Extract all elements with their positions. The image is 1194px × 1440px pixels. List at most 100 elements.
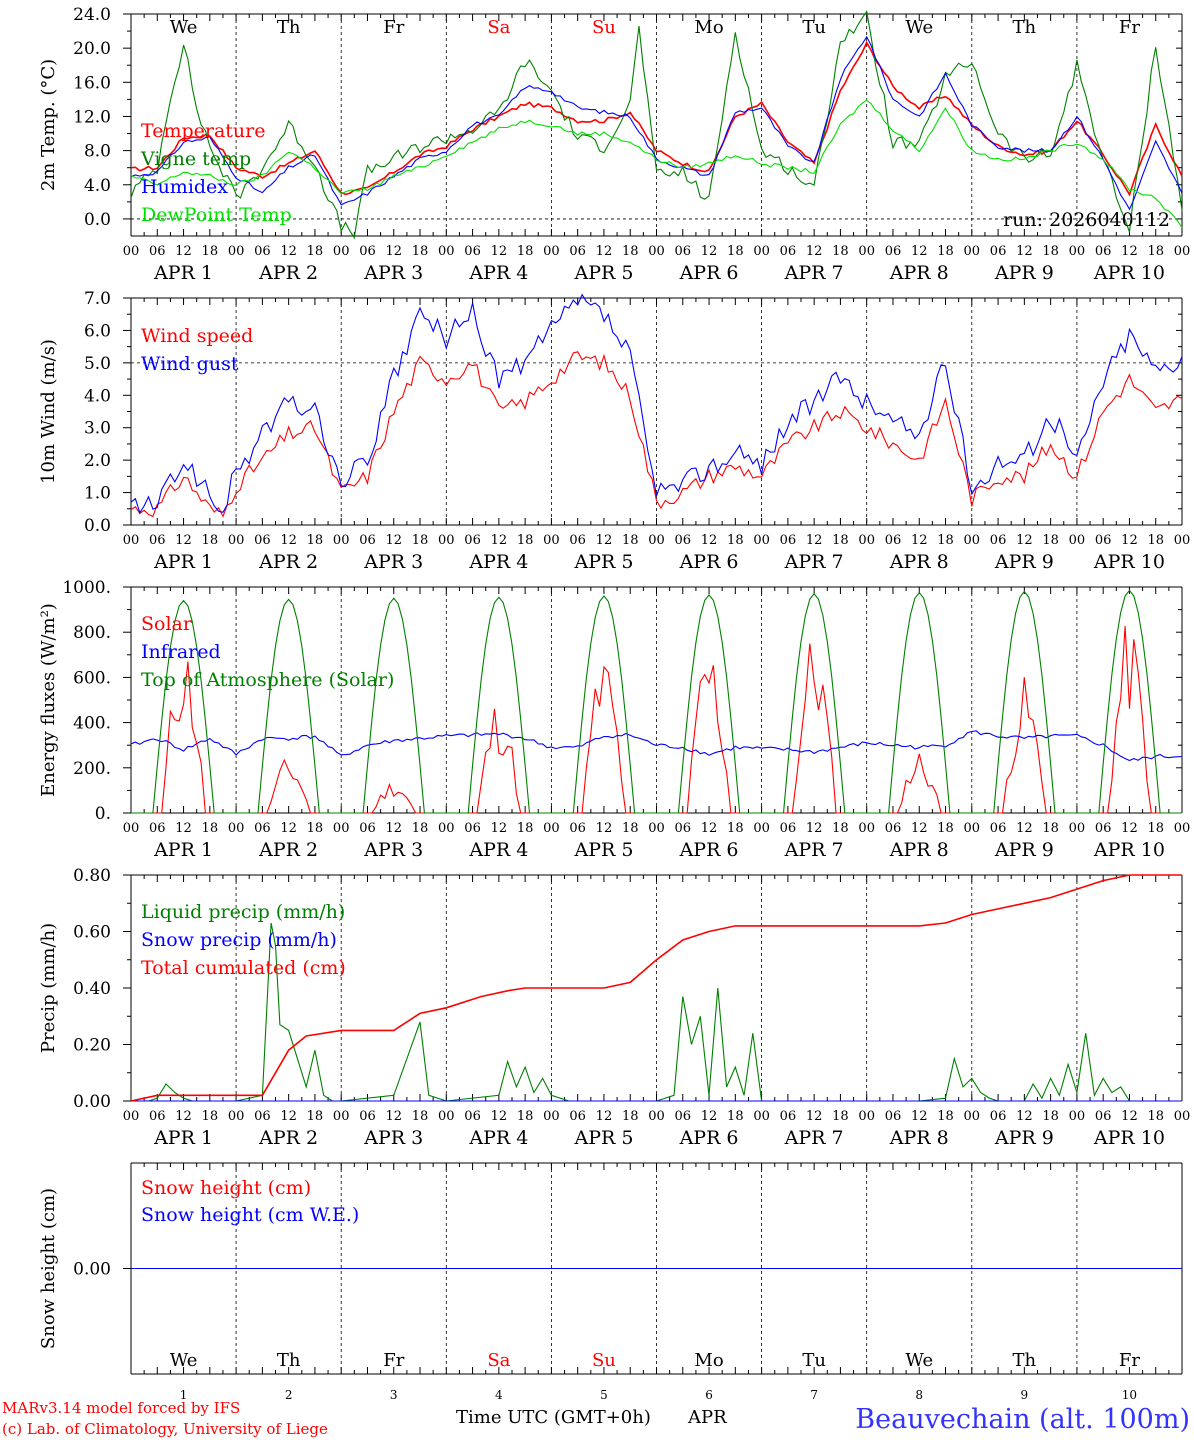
hour-label: 18 xyxy=(517,533,534,548)
hour-label: 18 xyxy=(832,244,849,259)
hour-label: 18 xyxy=(202,244,219,259)
hour-label: 18 xyxy=(202,821,219,836)
day-name: Sa xyxy=(487,17,510,38)
hour-label: 06 xyxy=(149,533,166,548)
y-tick-label: 4.0 xyxy=(84,176,111,196)
y-axis-label: Precip (mm/h) xyxy=(38,923,59,1053)
date-label: APR 5 xyxy=(573,1127,633,1149)
day-name: Fr xyxy=(383,17,404,38)
hour-label: 00 xyxy=(964,533,981,548)
date-label: APR 10 xyxy=(1093,839,1165,861)
hour-label: 18 xyxy=(727,533,744,548)
hour-label: 06 xyxy=(780,244,797,259)
hour-label: 00 xyxy=(858,821,875,836)
hour-label: 12 xyxy=(911,1109,928,1124)
hour-label: 00 xyxy=(123,244,140,259)
hour-label: 12 xyxy=(385,1109,402,1124)
hour-label: 00 xyxy=(228,244,245,259)
day-name: Tu xyxy=(802,1350,826,1371)
hour-label: 12 xyxy=(491,244,508,259)
y-tick-label: 0. xyxy=(95,804,111,824)
hour-label: 06 xyxy=(885,821,902,836)
hour-label: 00 xyxy=(1174,533,1191,548)
hour-label: 06 xyxy=(359,533,376,548)
hour-label: 18 xyxy=(1042,1109,1059,1124)
hour-label: 00 xyxy=(858,533,875,548)
date-label: APR 2 xyxy=(258,262,318,284)
legend-entry: Snow precip (mm/h) xyxy=(141,929,337,951)
hour-label: 12 xyxy=(1016,821,1033,836)
hour-label: 18 xyxy=(1147,821,1164,836)
date-label: APR 10 xyxy=(1093,1127,1165,1149)
day-name: We xyxy=(905,1350,933,1371)
hour-label: 06 xyxy=(990,533,1007,548)
date-label: APR 1 xyxy=(153,262,213,284)
hour-label: 18 xyxy=(202,533,219,548)
date-label: APR 4 xyxy=(468,262,528,284)
hour-label: 18 xyxy=(937,1109,954,1124)
hour-label: 12 xyxy=(1121,244,1138,259)
date-label: APR 7 xyxy=(784,551,844,573)
hour-label: 12 xyxy=(596,244,613,259)
hour-label: 00 xyxy=(438,821,455,836)
hour-label: 12 xyxy=(1016,533,1033,548)
date-label: APR 2 xyxy=(258,839,318,861)
hour-label: 12 xyxy=(701,244,718,259)
day-name: We xyxy=(905,17,933,38)
hour-label: 06 xyxy=(254,1109,271,1124)
hour-label: 00 xyxy=(543,821,560,836)
legend-entry: Liquid precip (mm/h) xyxy=(141,901,345,923)
y-tick-label: 0.00 xyxy=(73,1260,111,1280)
day-number: 10 xyxy=(1122,1388,1137,1402)
y-tick-label: 12.0 xyxy=(73,107,111,127)
hour-label: 00 xyxy=(964,244,981,259)
hour-label: 12 xyxy=(806,1109,823,1124)
y-tick-label: 1000. xyxy=(62,578,111,598)
hour-label: 18 xyxy=(412,244,429,259)
date-label: APR 3 xyxy=(363,1127,423,1149)
date-label: APR 4 xyxy=(468,839,528,861)
hour-label: 06 xyxy=(1095,1109,1112,1124)
legend-entry: Solar xyxy=(141,613,193,635)
y-tick-label: 0.80 xyxy=(73,866,111,886)
hour-label: 00 xyxy=(1174,1109,1191,1124)
hour-label: 06 xyxy=(675,1109,692,1124)
date-label: APR 5 xyxy=(573,262,633,284)
day-name: Th xyxy=(277,17,301,38)
hour-label: 12 xyxy=(701,1109,718,1124)
hour-label: 12 xyxy=(806,533,823,548)
hour-label: 18 xyxy=(832,533,849,548)
hour-label: 18 xyxy=(1042,244,1059,259)
day-name: Th xyxy=(277,1350,301,1371)
hour-label: 12 xyxy=(175,244,192,259)
y-tick-label: 2.0 xyxy=(84,451,111,471)
date-label: APR 3 xyxy=(363,551,423,573)
hour-label: 18 xyxy=(307,533,324,548)
panel-precip: 0.00 0.20 0.40 0.60 0.80 Precip (mm/h) Liquid … xyxy=(38,866,1190,1149)
hour-label: 12 xyxy=(911,821,928,836)
hour-label: 06 xyxy=(885,533,902,548)
hour-label: 06 xyxy=(254,821,271,836)
panel-energy: 0. 200. 400. 600. 800. 1000.Energy fluxes (W/… xyxy=(38,578,1190,861)
hour-label: 00 xyxy=(333,533,350,548)
hour-label: 06 xyxy=(464,821,481,836)
hour-label: 12 xyxy=(806,821,823,836)
y-tick-label: 600. xyxy=(73,668,111,688)
hour-label: 00 xyxy=(1174,821,1191,836)
series-infrared xyxy=(130,730,1183,762)
hour-label: 12 xyxy=(280,821,297,836)
hour-label: 06 xyxy=(149,244,166,259)
day-name: Fr xyxy=(1119,1350,1140,1371)
date-label: APR 8 xyxy=(889,262,949,284)
hour-label: 18 xyxy=(1042,533,1059,548)
hour-label: 00 xyxy=(753,244,770,259)
hour-label: 12 xyxy=(701,821,718,836)
day-name: Sa xyxy=(487,1350,510,1371)
hour-label: 18 xyxy=(727,1109,744,1124)
hour-label: 00 xyxy=(438,244,455,259)
hour-label: 12 xyxy=(175,821,192,836)
hour-label: 00 xyxy=(1069,244,1086,259)
hour-label: 06 xyxy=(464,1109,481,1124)
day-name: Th xyxy=(1013,1350,1037,1371)
date-label: APR 8 xyxy=(889,551,949,573)
